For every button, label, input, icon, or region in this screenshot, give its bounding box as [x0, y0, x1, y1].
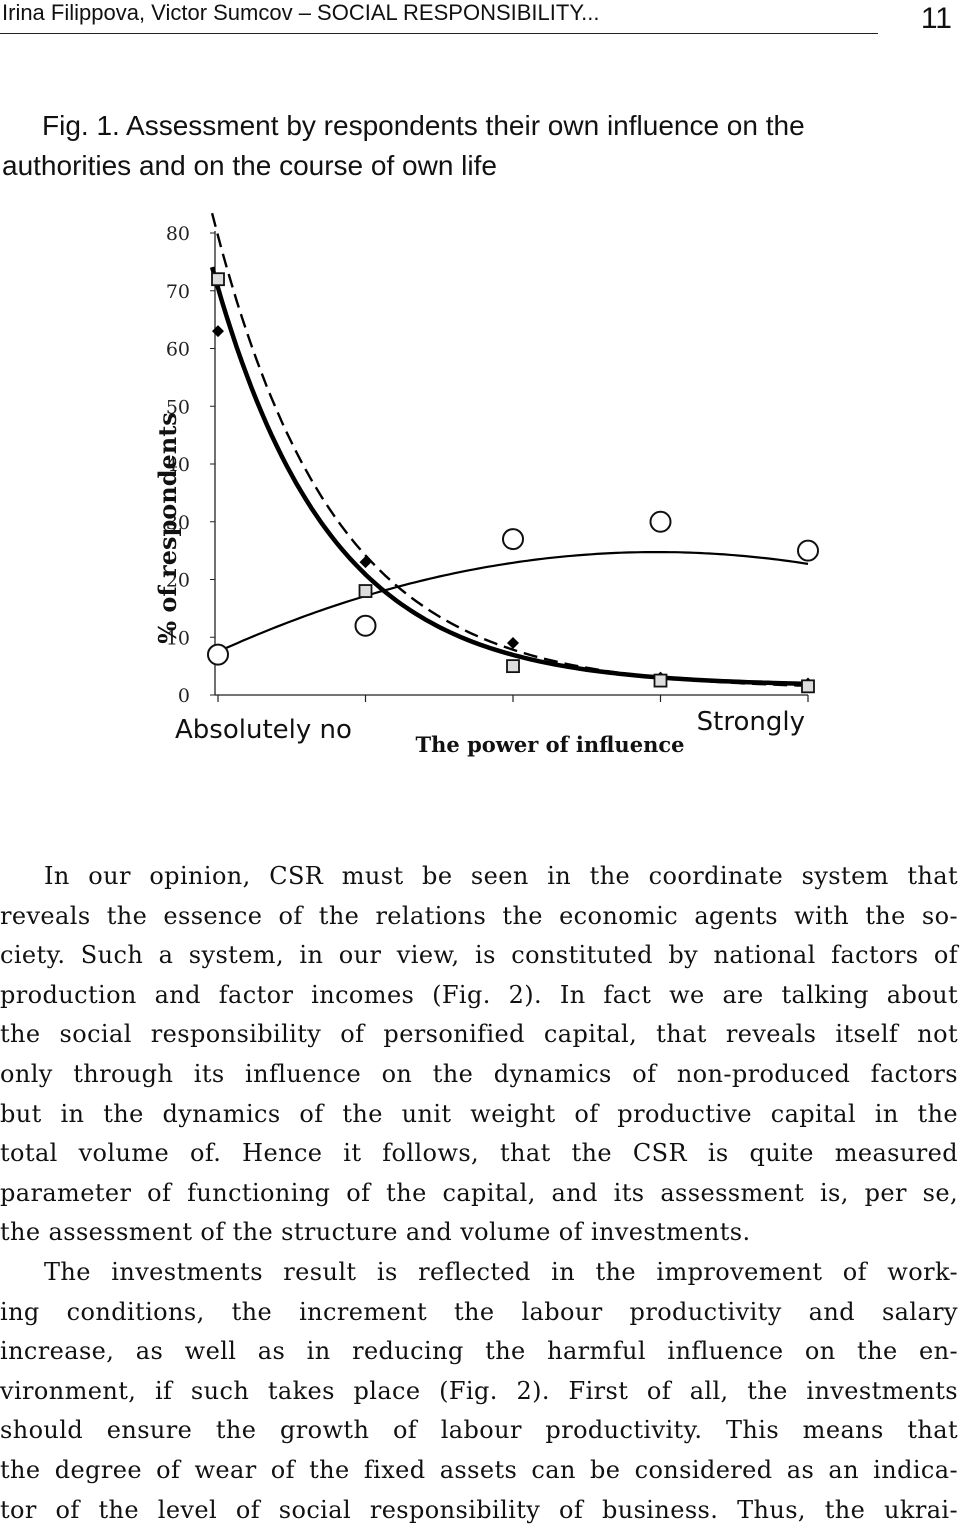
text-line: vironment, if such takes place (Fig. 2).…: [0, 1376, 958, 1405]
figure-caption: Fig. 1. Assessment by respondents their …: [2, 106, 958, 186]
marker-circle: [502, 528, 524, 551]
data-markers: [207, 272, 819, 694]
y-tick-label: 50: [166, 396, 190, 418]
x-end-label-right: Strongly: [697, 707, 805, 737]
marker-circle: [649, 510, 672, 533]
marker-circle: [354, 614, 377, 637]
text-line: ciety. Such a system, in our view, is co…: [0, 941, 958, 970]
trend-line-series-2: [210, 212, 809, 687]
text-line: In our opinion, CSR must be seen in the …: [44, 862, 958, 890]
y-tick-label: 10: [166, 627, 190, 649]
marker-circle: [207, 643, 229, 666]
y-tick-label: 70: [166, 281, 190, 303]
page-header: Irina Filippova, Victor Sumcov – SOCIAL …: [0, 0, 960, 44]
text-line: the degree of wear of the fixed assets c…: [0, 1455, 958, 1484]
running-head: Irina Filippova, Victor Sumcov – SOCIAL …: [2, 0, 600, 25]
trend-line-series-1: [209, 266, 809, 687]
y-tick-label: 30: [166, 512, 190, 534]
trend-line-series-3: [217, 551, 809, 653]
text-line: but in the dynamics of the unit weight o…: [0, 1099, 958, 1128]
marker-square: [211, 272, 225, 287]
paragraph-1: In our opinion, CSR must be seen in the …: [0, 857, 958, 1253]
figure-chart: 0 10 20 30 40 50 60 70 80 % of respondents The p…: [0, 210, 960, 790]
caption-line-1: Fig. 1. Assessment by respondents their …: [42, 110, 805, 141]
y-tick-labels: 0 10 20 30 40 50 60 70 80: [166, 223, 190, 707]
header-rule: [0, 33, 878, 34]
chart-svg: 0 10 20 30 40 50 60 70 80 % of respondents The p…: [153, 212, 819, 757]
text-line: tor of the level of social responsibilit…: [0, 1495, 958, 1524]
marker-square: [653, 673, 668, 688]
page-number: 11: [920, 2, 952, 35]
body-text: In our opinion, CSR must be seen in the …: [0, 857, 958, 1530]
marker-diamond: [507, 637, 519, 650]
text-line: The investments result is reflected in t…: [44, 1257, 958, 1286]
x-end-label-left: Absolutely no: [175, 715, 352, 745]
text-line: parameter of functioning of the capital,…: [0, 1178, 958, 1207]
paragraph-2: The investments result is reflected in t…: [0, 1253, 958, 1530]
marker-circle: [797, 539, 819, 562]
marker-square: [358, 584, 373, 598]
y-tick-label: 40: [166, 454, 190, 476]
y-tick-label: 20: [166, 570, 190, 592]
text-line: only through its influence on the dynami…: [0, 1059, 958, 1088]
y-axis-label: % of respondents: [153, 412, 182, 644]
y-tick-label: 0: [178, 685, 190, 707]
marker-diamond: [359, 556, 372, 569]
text-line: increase, as well as in reducing the har…: [0, 1337, 958, 1366]
marker-diamond: [212, 325, 224, 338]
marker-square: [801, 679, 815, 694]
trend-curves: [209, 212, 809, 687]
caption-line-2: authorities and on the course of own lif…: [2, 150, 497, 181]
x-axis-label: The power of influence: [416, 732, 685, 757]
text-line: the social responsibility of personified…: [0, 1020, 958, 1049]
text-line: ing conditions, the increment the labour…: [0, 1297, 958, 1326]
text-line: reveals the essence of the relations the…: [0, 901, 958, 930]
text-line: should ensure the growth of labour produ…: [0, 1416, 958, 1445]
marker-square: [506, 659, 520, 674]
text-line: total volume of. Hence it follows, that …: [0, 1139, 958, 1168]
text-line: the assessment of the structure and volu…: [0, 1218, 751, 1247]
y-tick-label: 60: [166, 339, 190, 361]
chart-axes: [210, 231, 809, 702]
y-tick-label: 80: [166, 223, 190, 245]
text-line: production and factor incomes (Fig. 2). …: [0, 980, 958, 1009]
